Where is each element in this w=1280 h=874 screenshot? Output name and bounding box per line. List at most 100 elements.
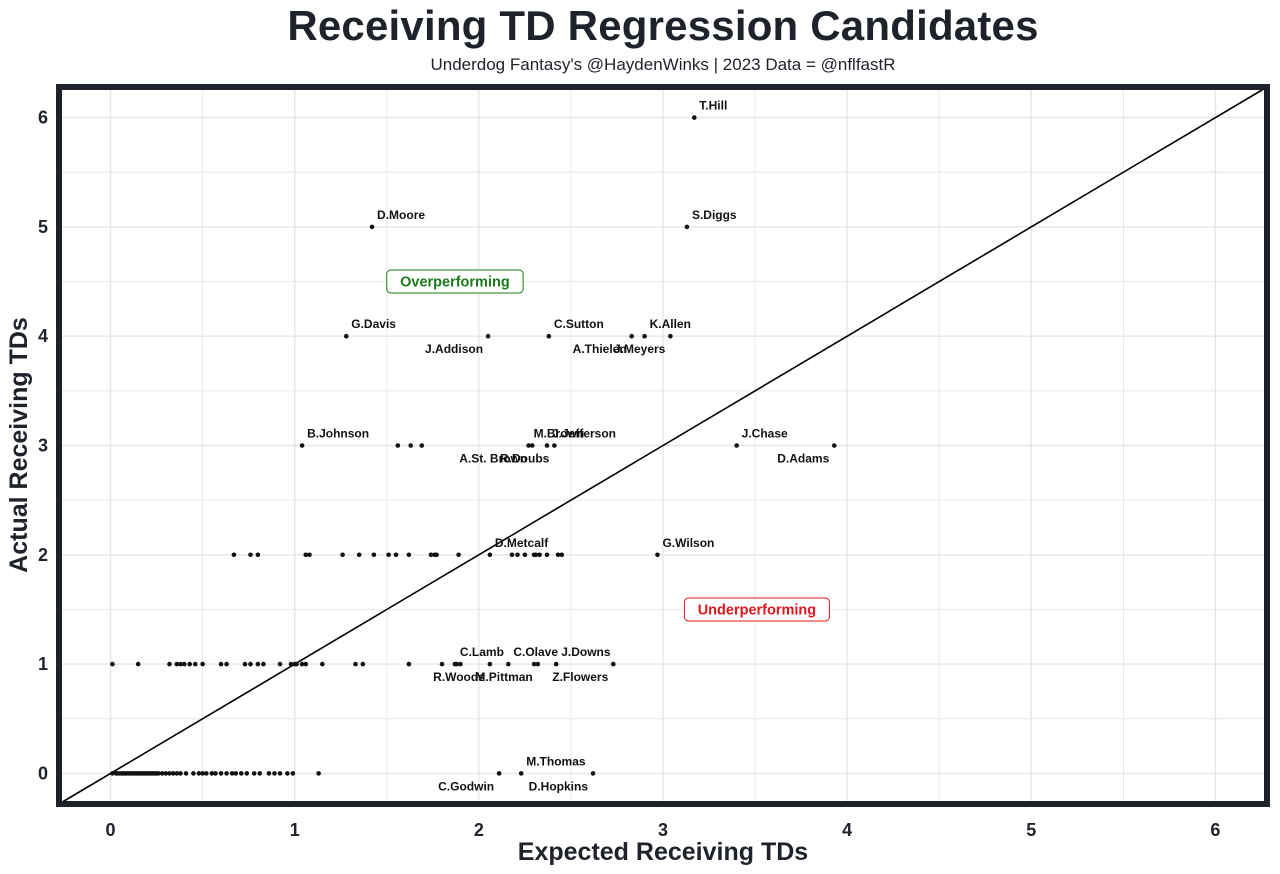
point-label: D.Moore [377, 208, 425, 222]
data-point [439, 661, 445, 667]
data-point [288, 661, 294, 667]
data-point [456, 552, 461, 558]
data-point [200, 771, 205, 776]
data-point [386, 552, 391, 558]
data-point [159, 771, 165, 776]
point-label: R.Woods [433, 670, 485, 684]
data-point [167, 661, 172, 667]
data-point [181, 661, 187, 667]
point-label: A.St. Brown [459, 452, 527, 466]
data-point-labeled [487, 661, 493, 667]
data-point [224, 771, 229, 776]
data-point-labeled [452, 661, 458, 667]
data-point [434, 552, 439, 558]
data-point-labeled [590, 771, 596, 776]
data-point [242, 661, 248, 667]
data-point-labeled [529, 443, 535, 448]
y-tick-label: 0 [38, 763, 48, 783]
data-point [135, 661, 141, 667]
y-tick-label: 6 [38, 108, 48, 128]
x-tick-label: 6 [1210, 820, 1220, 840]
y-tick-label: 2 [38, 545, 48, 565]
data-point [428, 552, 434, 558]
data-point-labeled [655, 552, 660, 558]
data-point-labeled [518, 771, 524, 776]
data-point [544, 552, 550, 558]
point-label: J.Meyers [614, 342, 666, 356]
data-point [183, 771, 189, 776]
point-label: G.Wilson [662, 536, 714, 550]
data-point [537, 552, 542, 558]
data-point [167, 771, 172, 776]
point-label: J.Jefferson [552, 427, 616, 441]
data-point [316, 771, 321, 776]
data-point [406, 552, 412, 558]
point-label: B.Johnson [307, 427, 369, 441]
data-point [233, 771, 239, 776]
data-point [555, 552, 561, 558]
data-point-labeled [369, 224, 375, 230]
data-point [178, 771, 183, 776]
x-tick-label: 3 [658, 820, 668, 840]
data-point [257, 771, 263, 776]
x-axis-title: Expected Receiving TDs [518, 838, 808, 866]
data-point [239, 771, 244, 776]
annotation-label: Underperforming [698, 602, 816, 618]
panel-border [56, 84, 1270, 807]
data-point [213, 771, 218, 776]
data-point [209, 771, 215, 776]
data-point-labeled [610, 661, 616, 667]
point-label: R.Doubs [500, 452, 550, 466]
data-point [156, 771, 161, 776]
y-tick-label: 5 [38, 217, 48, 237]
reference-line-group [58, 86, 1268, 805]
data-point [218, 661, 224, 667]
data-point [353, 661, 358, 667]
data-point [531, 661, 537, 667]
y-tick-label: 3 [38, 436, 48, 456]
point-label: T.Hill [699, 99, 727, 113]
data-point [110, 661, 115, 667]
data-point [290, 771, 296, 776]
data-point-labeled [734, 443, 739, 448]
data-points [110, 115, 837, 776]
chart-title: Receiving TD Regression Candidates [287, 2, 1039, 49]
point-label: C.Olave [513, 645, 558, 659]
data-point [255, 661, 261, 667]
point-label: D.Hopkins [529, 779, 589, 793]
point-label: J.Addison [425, 342, 483, 356]
data-point [294, 661, 299, 667]
annotation-box [386, 269, 524, 294]
x-tick-label: 1 [290, 820, 300, 840]
data-point-labeled [546, 333, 552, 339]
data-point-labeled [487, 552, 493, 558]
data-point [303, 661, 309, 667]
data-point-labeled [535, 661, 541, 667]
reference-line [58, 86, 1268, 805]
point-label: C.Godwin [438, 779, 494, 793]
data-point [192, 661, 198, 667]
data-point-labeled [485, 333, 491, 339]
data-point [419, 443, 425, 448]
annotation-box [683, 597, 830, 622]
data-point [261, 661, 266, 667]
annotation-label: Overperforming [400, 275, 510, 291]
data-point-labeled [496, 771, 502, 776]
data-point [515, 552, 520, 558]
y-axis-ticks: 0 1 2 3 4 5 6 [38, 108, 48, 784]
point-label: G.Davis [351, 317, 396, 331]
data-point [196, 771, 202, 776]
region-annotations: Overperforming Underperforming [386, 269, 830, 622]
grid-lines [59, 87, 1267, 804]
y-tick-label: 1 [38, 654, 48, 674]
point-label: C.Lamb [460, 645, 504, 659]
x-axis-ticks: 0 1 2 3 4 5 6 [106, 820, 1221, 840]
data-point [251, 771, 257, 776]
data-point-labeled [506, 661, 511, 667]
point-label: S.Diggs [692, 208, 737, 222]
point-label: K.Allen [650, 317, 691, 331]
data-point [174, 661, 180, 667]
data-point [244, 771, 250, 776]
data-point [191, 771, 196, 776]
